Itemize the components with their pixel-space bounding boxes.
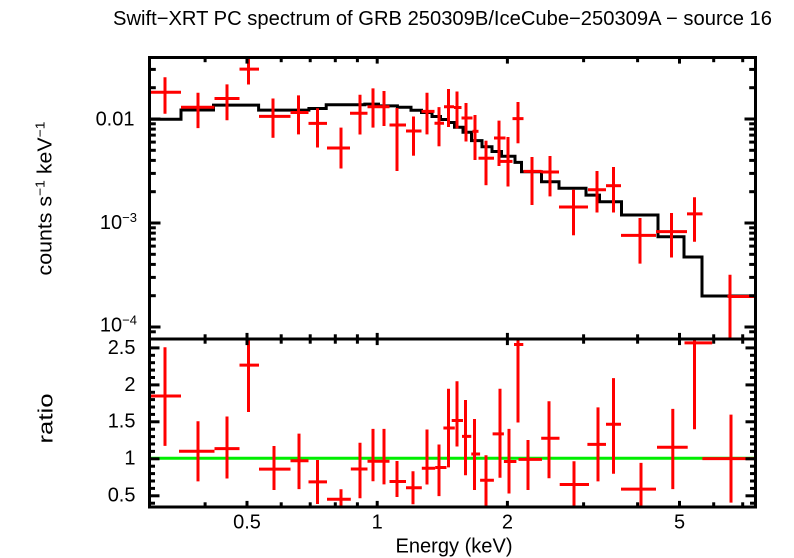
svg-text:Swift−XRT PC spectrum of GRB 2: Swift−XRT PC spectrum of GRB 250309B/Ice… bbox=[113, 8, 772, 30]
svg-text:counts s−1 keV−1: counts s−1 keV−1 bbox=[33, 121, 57, 275]
svg-text:0.5: 0.5 bbox=[108, 485, 136, 507]
svg-text:2: 2 bbox=[124, 374, 135, 396]
svg-text:5: 5 bbox=[674, 512, 685, 534]
svg-text:1: 1 bbox=[124, 448, 135, 470]
svg-text:2.5: 2.5 bbox=[108, 337, 136, 359]
svg-text:Energy (keV): Energy (keV) bbox=[396, 536, 513, 558]
svg-text:2: 2 bbox=[502, 512, 513, 534]
svg-text:0.5: 0.5 bbox=[233, 512, 261, 534]
svg-text:1.5: 1.5 bbox=[108, 411, 136, 433]
svg-text:1: 1 bbox=[372, 512, 383, 534]
svg-text:0.01: 0.01 bbox=[96, 109, 135, 131]
svg-text:ratio: ratio bbox=[36, 394, 58, 444]
